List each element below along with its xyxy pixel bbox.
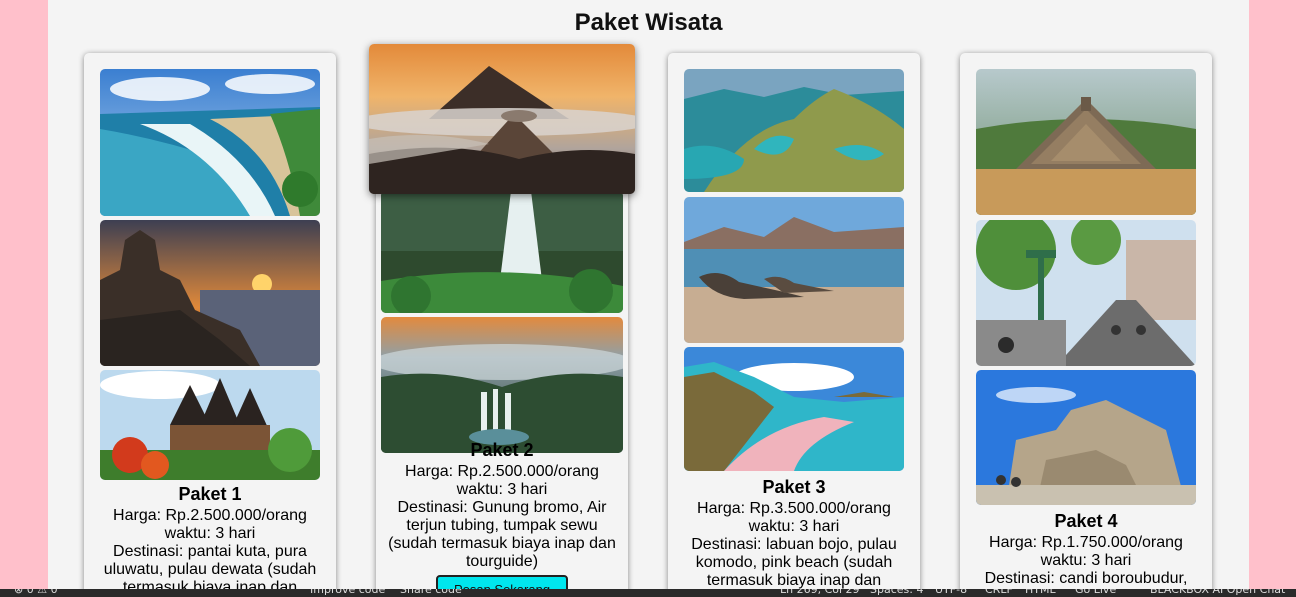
package-2-image-tumpak-sewu-valley (381, 317, 623, 453)
package-4-price: Harga: Rp.1.750.000/orang (989, 534, 1183, 551)
package-1-info: Paket 1 Harga: Rp.2.500.000/orang waktu:… (96, 484, 324, 589)
package-4-duration: waktu: 3 hari (1040, 552, 1132, 569)
package-1-price: Harga: Rp.2.500.000/orang (113, 507, 307, 524)
package-2-title: Paket 2 (470, 440, 534, 460)
package-3-price: Harga: Rp.3.500.000/orang (697, 500, 891, 517)
package-2-destinations: Destinasi: Gunung bromo, Air terjun tubi… (388, 499, 616, 570)
package-1-duration: waktu: 3 hari (164, 525, 256, 542)
package-3-image-komodo-dragon (684, 197, 904, 343)
status-language[interactable]: HTML (1025, 589, 1056, 596)
package-1-image-pura-taman-ayun (100, 370, 320, 480)
package-4-info: Paket 4 Harga: Rp.1.750.000/orang waktu:… (972, 511, 1200, 588)
package-4-title: Paket 4 (1054, 511, 1118, 531)
package-2-price: Harga: Rp.2.500.000/orang (405, 463, 599, 480)
package-3-title: Paket 3 (762, 477, 826, 497)
status-cursor-position[interactable]: Ln 269, Col 29 (780, 589, 860, 596)
editor-status-bar: ⊗ 0 ⚠ 0 Improve code Share code Ln 269, … (0, 589, 1296, 597)
package-card-3: Paket 3 Harga: Rp.3.500.000/orang waktu:… (668, 53, 920, 589)
package-4-image-borobudur (976, 69, 1196, 215)
package-1-title: Paket 1 (178, 484, 242, 504)
status-encoding[interactable]: UTF-8 (935, 589, 968, 596)
package-1-image-kuta-beach (100, 69, 320, 216)
status-improve-code[interactable]: Improve code (310, 589, 386, 596)
package-2-info: Paket 2 Harga: Rp.2.500.000/orang waktu:… (388, 440, 616, 589)
status-problems[interactable]: ⊗ 0 ⚠ 0 (14, 589, 58, 596)
status-eol[interactable]: CRLF (985, 589, 1013, 596)
package-2-image-mount-bromo-hovered[interactable] (369, 44, 635, 194)
page-title: Paket Wisata (574, 9, 723, 36)
package-4-image-tebing-breksi (976, 370, 1196, 505)
status-blackbox[interactable]: BLACKBOX AI Open Chat (1150, 589, 1286, 596)
package-card-2: Paket 2 Harga: Rp.2.500.000/orang waktu:… (376, 124, 628, 589)
package-3-info: Paket 3 Harga: Rp.3.500.000/orang waktu:… (680, 477, 908, 589)
package-card-1: Paket 1 Harga: Rp.2.500.000/orang waktu:… (84, 53, 336, 589)
package-2-duration: waktu: 3 hari (456, 481, 548, 498)
status-share-code[interactable]: Share code (400, 589, 462, 596)
package-3-image-pink-beach (684, 347, 904, 471)
package-1-image-temple-sunset (100, 220, 320, 366)
page-container: Paket Wisata (48, 0, 1249, 589)
package-3-image-padar-island (684, 69, 904, 192)
package-2-image-tumpak-sewu (381, 191, 623, 313)
package-3-duration: waktu: 3 hari (748, 518, 840, 535)
package-3-destinations: Destinasi: labuan bojo, pulau komodo, pi… (691, 536, 897, 589)
package-card-4: Paket 4 Harga: Rp.1.750.000/orang waktu:… (960, 53, 1212, 589)
package-4-image-malioboro-street (976, 220, 1196, 366)
status-indentation[interactable]: Spaces: 4 (870, 589, 924, 596)
order-now-button[interactable]: Pesan Sekarang (435, 575, 569, 589)
status-go-live[interactable]: Go Live (1075, 589, 1117, 596)
package-1-destinations: Destinasi: pantai kuta, pura uluwatu, pu… (103, 543, 317, 589)
package-4-destinations: Destinasi: candi boroubudur, (984, 570, 1188, 587)
